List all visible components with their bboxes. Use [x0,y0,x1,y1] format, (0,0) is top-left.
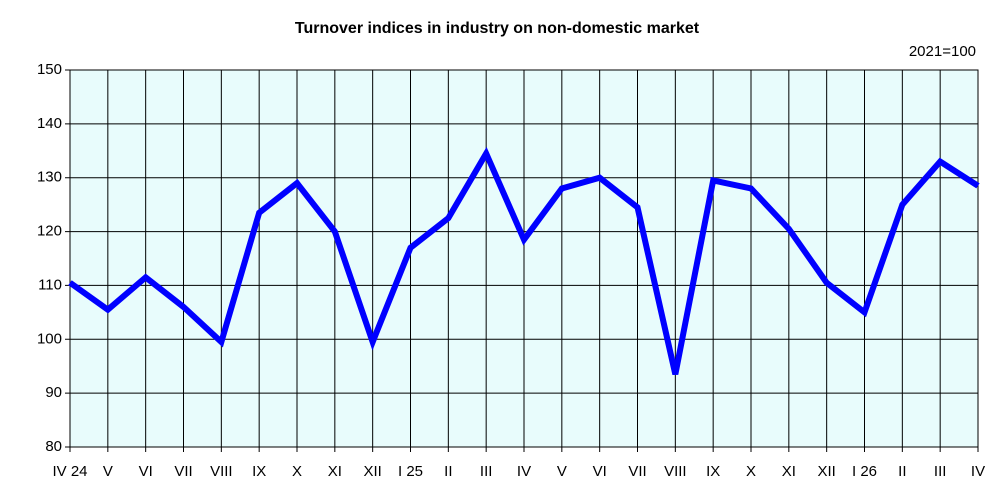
x-tick-label: VII [174,463,192,480]
y-tick-label: 90 [45,384,62,401]
x-tick-label: X [292,463,302,480]
x-tick-label: I 26 [852,463,877,480]
x-tick-label: IV 24 [52,463,87,480]
x-tick-label: VI [139,463,153,480]
x-tick-label: III [480,463,493,480]
x-tick-label: VI [593,463,607,480]
x-tick-label: IV [971,463,985,480]
x-tick-label: III [934,463,947,480]
x-tick-label: IX [706,463,720,480]
x-tick-label: II [444,463,452,480]
chart-title: Turnover indices in industry on non-dome… [295,20,700,37]
x-tick-label: VII [628,463,646,480]
y-tick-label: 100 [37,330,62,347]
x-tick-label: I 25 [398,463,423,480]
y-tick-label: 150 [37,61,62,78]
x-tick-label: VIII [664,463,687,480]
chart-subtitle: 2021=100 [909,43,976,60]
x-tick-label: II [898,463,906,480]
x-tick-label: X [746,463,756,480]
x-tick-label: V [557,463,567,480]
y-tick-label: 130 [37,169,62,186]
x-tick-label: IV [517,463,531,480]
y-tick-label: 120 [37,223,62,240]
x-tick-label: XI [782,463,796,480]
x-tick-label: V [103,463,113,480]
x-tick-label: VIII [210,463,233,480]
y-tick-label: 80 [45,438,62,455]
y-tick-label: 140 [37,115,62,132]
x-tick-label: XII [363,463,381,480]
y-tick-label: 110 [38,276,62,293]
x-tick-label: XII [817,463,835,480]
x-tick-label: IX [252,463,266,480]
line-series [68,146,980,375]
x-tick-label: XI [328,463,342,480]
